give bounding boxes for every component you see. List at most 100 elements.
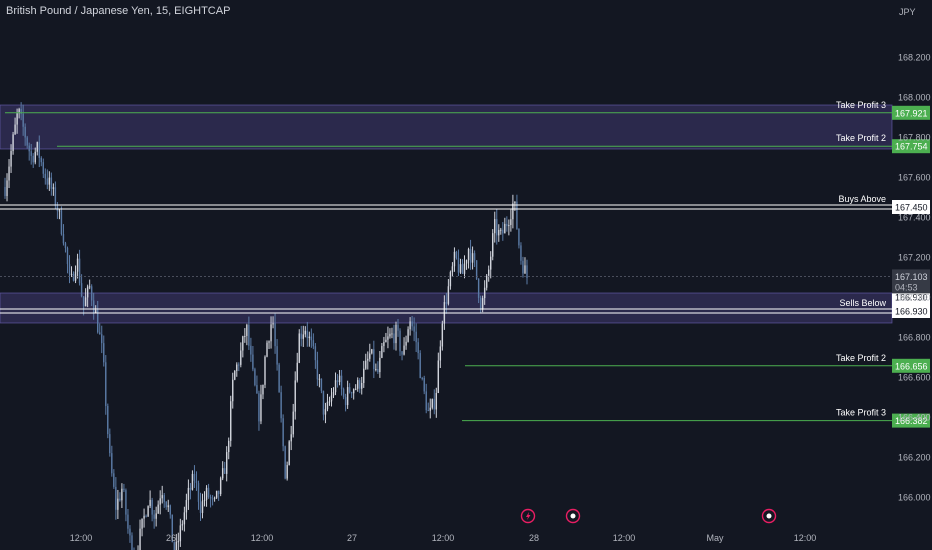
time-tick-label: 27 [347, 533, 357, 543]
countdown-text: 04:53 [895, 282, 918, 292]
entry-price-tag [892, 200, 930, 214]
candle [254, 367, 256, 387]
candle [417, 338, 419, 360]
candle [183, 506, 186, 532]
entry-level-3[interactable]: 166.930 Sells Below [0, 298, 930, 318]
candle [487, 265, 490, 282]
candle [520, 242, 522, 265]
candle [296, 352, 298, 383]
time-tick-label: 26 [166, 533, 176, 543]
candle [409, 317, 411, 336]
candle [292, 403, 294, 438]
candle [383, 336, 385, 353]
candle [431, 398, 433, 410]
price-tick-label: 166.000 [898, 493, 931, 503]
candle [143, 508, 145, 528]
candle [336, 374, 339, 388]
candle [246, 323, 248, 346]
candle [32, 153, 34, 168]
candle [123, 483, 125, 493]
candle [217, 490, 220, 501]
candle [449, 270, 452, 290]
candle [494, 211, 496, 243]
candle [278, 362, 280, 393]
candle [225, 446, 228, 482]
event-circle-icon[interactable] [761, 508, 777, 524]
candle [38, 135, 40, 168]
take-profit-level-0[interactable]: 167.921 Take Profit 3 [5, 100, 930, 120]
candle [365, 353, 367, 370]
candle [375, 363, 377, 372]
take-profit-level-4[interactable]: 166.656 Take Profit 2 [465, 353, 930, 373]
time-tick-label: 12:00 [613, 533, 636, 543]
candle [76, 253, 79, 279]
candle [228, 437, 230, 460]
price-tick-label: 166.600 [898, 373, 931, 383]
candle [490, 251, 492, 279]
time-tick-label: 12:00 [251, 533, 274, 543]
take-profit-level-1[interactable]: 167.754 Take Profit 2 [57, 133, 930, 154]
candle [415, 323, 417, 353]
candle [252, 345, 254, 372]
candle [403, 337, 405, 356]
candle [151, 497, 153, 522]
candle [203, 491, 206, 507]
candle [115, 477, 117, 520]
candle [24, 123, 26, 146]
currency-label: JPY [899, 7, 916, 17]
candle [459, 258, 462, 274]
candle [161, 485, 163, 504]
candle [191, 470, 194, 491]
candle [147, 505, 149, 517]
candle [288, 440, 290, 466]
level-label: Sells Below [839, 298, 886, 308]
candle [44, 168, 47, 185]
candle [153, 509, 155, 529]
candle [439, 340, 442, 369]
candle [485, 273, 488, 291]
candle [181, 520, 184, 531]
candle [242, 335, 244, 358]
price-axis[interactable]: JPY168.200168.000167.800167.600167.40016… [898, 7, 931, 503]
candle [256, 375, 258, 394]
candle [502, 222, 504, 241]
candle [330, 388, 333, 407]
candle [510, 209, 512, 232]
candle [496, 209, 498, 245]
candle [361, 376, 363, 395]
candle [492, 229, 494, 261]
candle [500, 227, 502, 235]
candle [99, 323, 101, 335]
candle [284, 445, 286, 480]
candle [211, 495, 214, 506]
candle [268, 340, 270, 350]
candle [113, 469, 115, 489]
candle [84, 288, 87, 307]
candle [354, 384, 357, 391]
price-tick-label: 167.400 [898, 213, 931, 223]
tp-price-text: 167.754 [895, 142, 928, 152]
candles-layer [4, 102, 528, 550]
tp-price-tag [892, 139, 930, 154]
candle [433, 389, 435, 415]
candle [447, 279, 450, 306]
candle [342, 387, 345, 400]
event-circle-icon[interactable] [565, 508, 581, 524]
candle [276, 339, 278, 371]
candle [483, 280, 486, 305]
level-label: Take Profit 2 [836, 353, 886, 363]
candle [310, 328, 313, 348]
entry-level-2[interactable]: 167.450 Buys Above [0, 194, 930, 214]
candle [348, 383, 351, 394]
take-profit-level-5[interactable]: 166.382 Take Profit 3 [462, 408, 930, 428]
price-tick-label: 167.800 [898, 133, 931, 143]
candle [223, 461, 226, 475]
time-axis[interactable]: 12:00 26 12:00 27 12:00 28 12:00 May 12:00 [70, 533, 817, 543]
candle [322, 390, 325, 421]
level-label: Take Profit 3 [836, 408, 886, 418]
lightning-icon[interactable] [520, 508, 536, 524]
